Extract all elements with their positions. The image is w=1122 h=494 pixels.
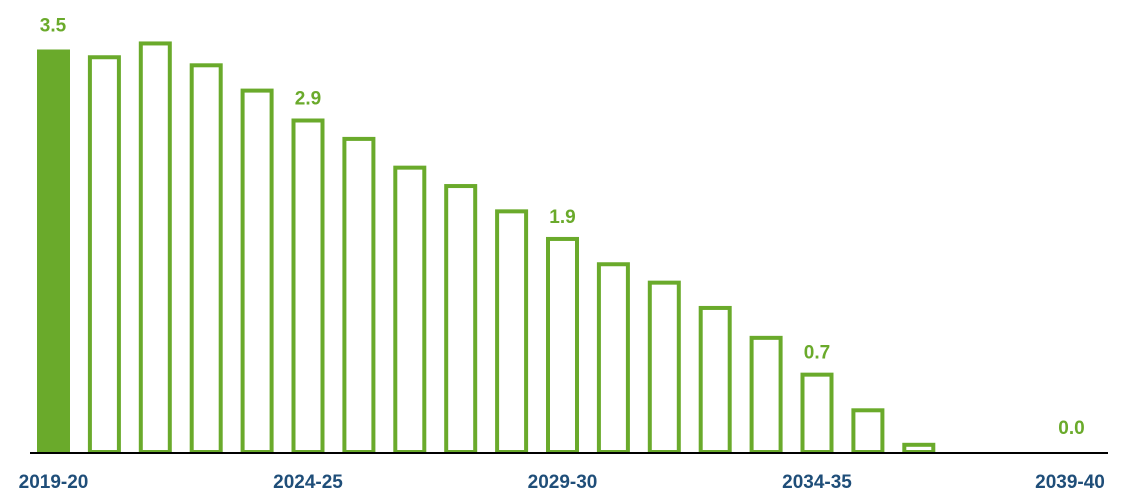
bar-2032-33 [698, 305, 732, 455]
data-label-2034-35: 0.7 [804, 343, 830, 364]
bar-2025-26 [342, 136, 376, 454]
data-label-2024-25: 2.9 [295, 89, 321, 110]
x-tick-label-2024-25: 2024-25 [273, 472, 343, 493]
bar-2029-30 [546, 236, 579, 454]
bar-2021-22 [138, 41, 172, 454]
x-tick-labels-group: 2019-20 2024-25 2029-30 2034-35 2039-40 [19, 472, 1105, 493]
bar-2034-35 [800, 372, 834, 454]
bar-2020-21 [87, 55, 121, 454]
bar-2027-28 [444, 184, 478, 455]
bar-2024-25 [291, 118, 325, 454]
bar-2030-31 [596, 262, 630, 454]
bar-2033-34 [749, 335, 783, 455]
bar-2035-36 [851, 408, 885, 454]
x-tick-label-2034-35: 2034-35 [782, 472, 852, 493]
bar-2019-20 [37, 49, 70, 452]
x-tick-label-2029-30: 2029-30 [528, 472, 598, 493]
bars-group [37, 41, 936, 455]
bar-2022-23 [189, 63, 223, 455]
data-labels-group: 3.5 2.9 1.9 0.7 0.0 [40, 16, 1085, 440]
data-label-2019-20: 3.5 [40, 16, 67, 37]
bar-2031-32 [647, 280, 681, 454]
x-tick-label-2019-20: 2019-20 [19, 472, 89, 493]
x-tick-label-2039-40: 2039-40 [1035, 472, 1105, 493]
data-label-2029-30: 1.9 [549, 207, 575, 228]
bar-2023-24 [240, 88, 274, 454]
data-label-2039-40: 0.0 [1058, 418, 1084, 439]
bar-2028-29 [495, 209, 529, 454]
bar-2036-37 [902, 442, 936, 454]
bar-2026-27 [393, 165, 427, 454]
